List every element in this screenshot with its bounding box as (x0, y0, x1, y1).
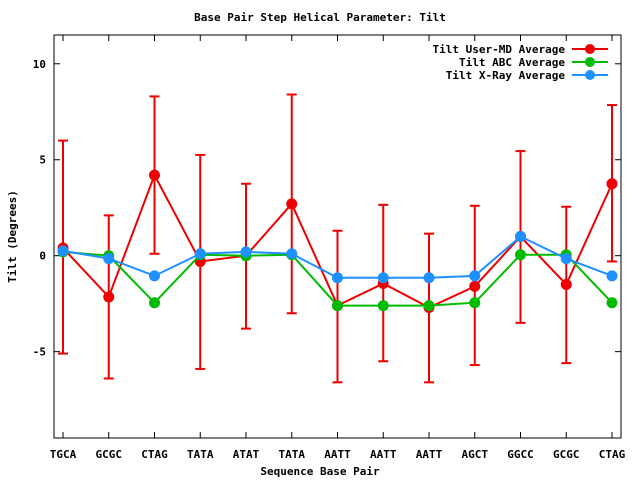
x-tick-label: CTAG (599, 448, 626, 461)
x-tick-label: AGCT (462, 448, 489, 461)
x-tick-label: TATA (279, 448, 306, 461)
data-point-0 (469, 280, 481, 292)
x-axis-label: Sequence Base Pair (260, 465, 380, 478)
x-tick-label: GCGC (96, 448, 123, 461)
data-point-0 (606, 178, 618, 190)
data-point-2 (103, 253, 115, 265)
legend-label-0: Tilt User-MD Average (433, 43, 566, 56)
data-point-0 (103, 291, 115, 303)
x-tick-label: AATT (370, 448, 397, 461)
legend-marker-0 (585, 44, 595, 54)
data-point-2 (469, 270, 481, 282)
data-point-2 (606, 270, 618, 282)
data-point-0 (286, 198, 298, 210)
x-tick-label: CTAG (141, 448, 168, 461)
data-point-1 (377, 300, 389, 312)
data-point-2 (149, 270, 160, 282)
data-point-1 (515, 249, 526, 261)
data-point-2 (377, 272, 389, 284)
data-point-2 (57, 245, 69, 257)
chart-title: Base Pair Step Helical Parameter: Tilt (194, 11, 446, 24)
x-tick-label: TGCA (50, 448, 77, 461)
x-tick-label: GGCC (507, 448, 534, 461)
y-tick-label: 10 (33, 58, 46, 71)
legend-label-2: Tilt X-Ray Average (446, 69, 566, 82)
data-point-1 (149, 297, 160, 309)
x-tick-label: ATAT (233, 448, 260, 461)
x-tick-label: GCGC (553, 448, 580, 461)
data-point-1 (469, 297, 481, 309)
legend-marker-1 (585, 57, 595, 67)
data-point-2 (560, 253, 572, 265)
data-point-1 (423, 300, 435, 312)
data-point-2 (332, 272, 343, 284)
y-axis-label: Tilt (Degrees) (6, 190, 19, 283)
legend-marker-2 (585, 70, 595, 80)
y-tick-label: 0 (39, 250, 46, 263)
data-point-1 (606, 297, 618, 309)
data-point-0 (560, 278, 572, 290)
x-tick-label: AATT (416, 448, 443, 461)
y-tick-label: 5 (39, 154, 46, 167)
data-point-2 (240, 246, 252, 258)
x-tick-label: AATT (324, 448, 351, 461)
y-tick-label: -5 (33, 346, 46, 359)
data-point-2 (423, 272, 435, 284)
data-point-0 (149, 169, 160, 181)
data-point-2 (286, 248, 298, 260)
legend-label-1: Tilt ABC Average (459, 56, 565, 69)
data-point-1 (332, 300, 343, 312)
data-point-2 (515, 231, 526, 242)
x-tick-label: TATA (187, 448, 214, 461)
data-point-2 (194, 248, 206, 260)
